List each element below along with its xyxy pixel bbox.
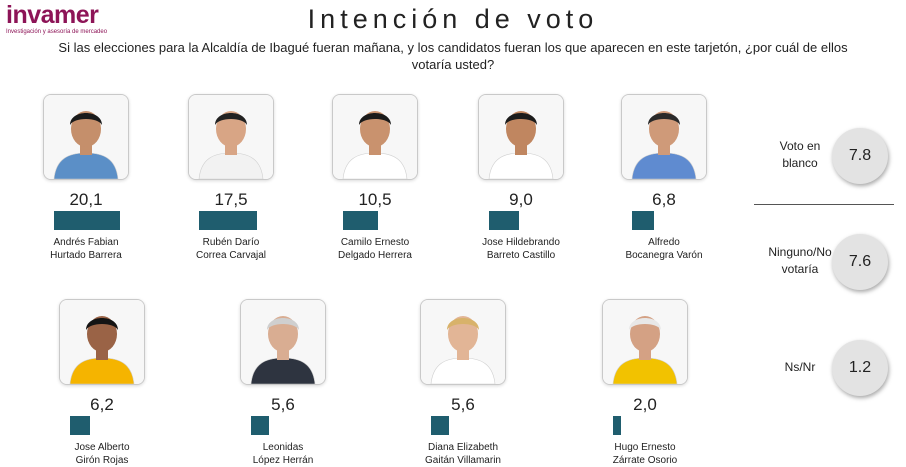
side-divider (754, 204, 894, 205)
other-response-line2: votaría (781, 262, 819, 276)
candidate-photo (602, 299, 688, 385)
vote-bar (632, 211, 655, 230)
vote-bar (251, 416, 270, 435)
candidate-photo (59, 299, 145, 385)
candidate-name-line1: Camilo Ernesto (340, 237, 410, 248)
vote-bar (54, 211, 120, 230)
candidate-photo (240, 299, 326, 385)
vote-bar (431, 416, 450, 435)
invamer-logo: invamer Investigación y asesoría de merc… (6, 2, 126, 35)
vote-bar (343, 211, 378, 230)
candidate-name: Jose Hildebrando Barreto Castillo (446, 236, 596, 262)
vote-bar (70, 416, 91, 435)
candidate-name-line2: Hurtado Barrera (50, 250, 122, 261)
other-response-line1: Ninguno/No (768, 245, 832, 259)
candidate-name-line2: Correa Carvajal (195, 250, 267, 261)
candidate-name-line1: Alfredo (648, 237, 680, 248)
person-icon (241, 300, 325, 384)
candidate-photo (621, 94, 707, 180)
candidate-photo (188, 94, 274, 180)
person-icon (421, 300, 505, 384)
survey-question: Si las elecciones para la Alcaldía de Ib… (58, 40, 848, 72)
chart-title: Intención de voto (307, 4, 599, 34)
other-response-label: Ns/Nr (755, 359, 845, 376)
person-icon (622, 95, 706, 179)
candidate-name: Andrés Fabian Hurtado Barrera (11, 236, 161, 262)
candidate-name: Hugo Ernesto Zárrate Osorio (570, 441, 720, 467)
candidate-name-line1: Andrés Fabian (53, 237, 119, 248)
logo-tagline: Investigación y asesoría de mercadeo (6, 29, 108, 35)
other-response-value: 1.2 (832, 340, 888, 396)
candidate-name-line1: Rubén Darío (202, 237, 260, 248)
vote-bar (613, 416, 621, 435)
bar-value-label: 9,0 (509, 190, 533, 209)
candidate-name-line2: Bocanegra Varón (625, 250, 703, 261)
person-icon (333, 95, 417, 179)
candidate-name: Diana Elizabeth Gaitán Villamarin (388, 441, 538, 467)
candidate-name-line1: Jose Alberto (74, 442, 130, 453)
bar-value-label: 17,5 (214, 190, 248, 209)
bar-value-label: 2,0 (633, 395, 657, 414)
bar-value-label: 5,6 (271, 395, 295, 414)
bar-value-label: 10,5 (358, 190, 392, 209)
logo-name: invamer (6, 1, 99, 29)
person-icon (44, 95, 128, 179)
bar-value-label: 6,2 (90, 395, 114, 414)
person-icon (479, 95, 563, 179)
other-response-label: Ninguno/No votaría (755, 244, 845, 278)
other-response-line2: blanco (782, 156, 818, 170)
person-icon (189, 95, 273, 179)
candidate-photo (478, 94, 564, 180)
other-response-value: 7.6 (832, 234, 888, 290)
other-response-line1: Voto en (779, 139, 821, 153)
candidate-name-line2: Barreto Castillo (486, 250, 556, 261)
bar-value-label: 20,1 (69, 190, 103, 209)
candidate-photo (420, 299, 506, 385)
candidate-name: Jose Alberto Girón Rojas (27, 441, 177, 467)
candidate-name-line1: Diana Elizabeth (427, 442, 499, 453)
person-icon (603, 300, 687, 384)
other-response-line1: Ns/Nr (784, 360, 816, 374)
vote-bar (199, 211, 257, 230)
candidate-name: Leonidas López Herrán (208, 441, 358, 467)
person-icon (60, 300, 144, 384)
bar-value-label: 6,8 (652, 190, 676, 209)
other-response-label: Voto en blanco (755, 138, 845, 172)
candidate-name-line2: Delgado Herrera (338, 250, 412, 261)
bar-value-label: 5,6 (451, 395, 475, 414)
other-response-value: 7.8 (832, 128, 888, 184)
candidate-name-line1: Hugo Ernesto (614, 442, 676, 453)
candidate-photo (43, 94, 129, 180)
vote-bar (489, 211, 519, 230)
candidate-name: Camilo Ernesto Delgado Herrera (300, 236, 450, 262)
candidate-name: Rubén Darío Correa Carvajal (156, 236, 306, 262)
candidate-name-line1: Leonidas (262, 442, 304, 453)
candidate-name: Alfredo Bocanegra Varón (589, 236, 739, 262)
candidate-photo (332, 94, 418, 180)
candidate-name-line1: Jose Hildebrando (482, 237, 560, 248)
